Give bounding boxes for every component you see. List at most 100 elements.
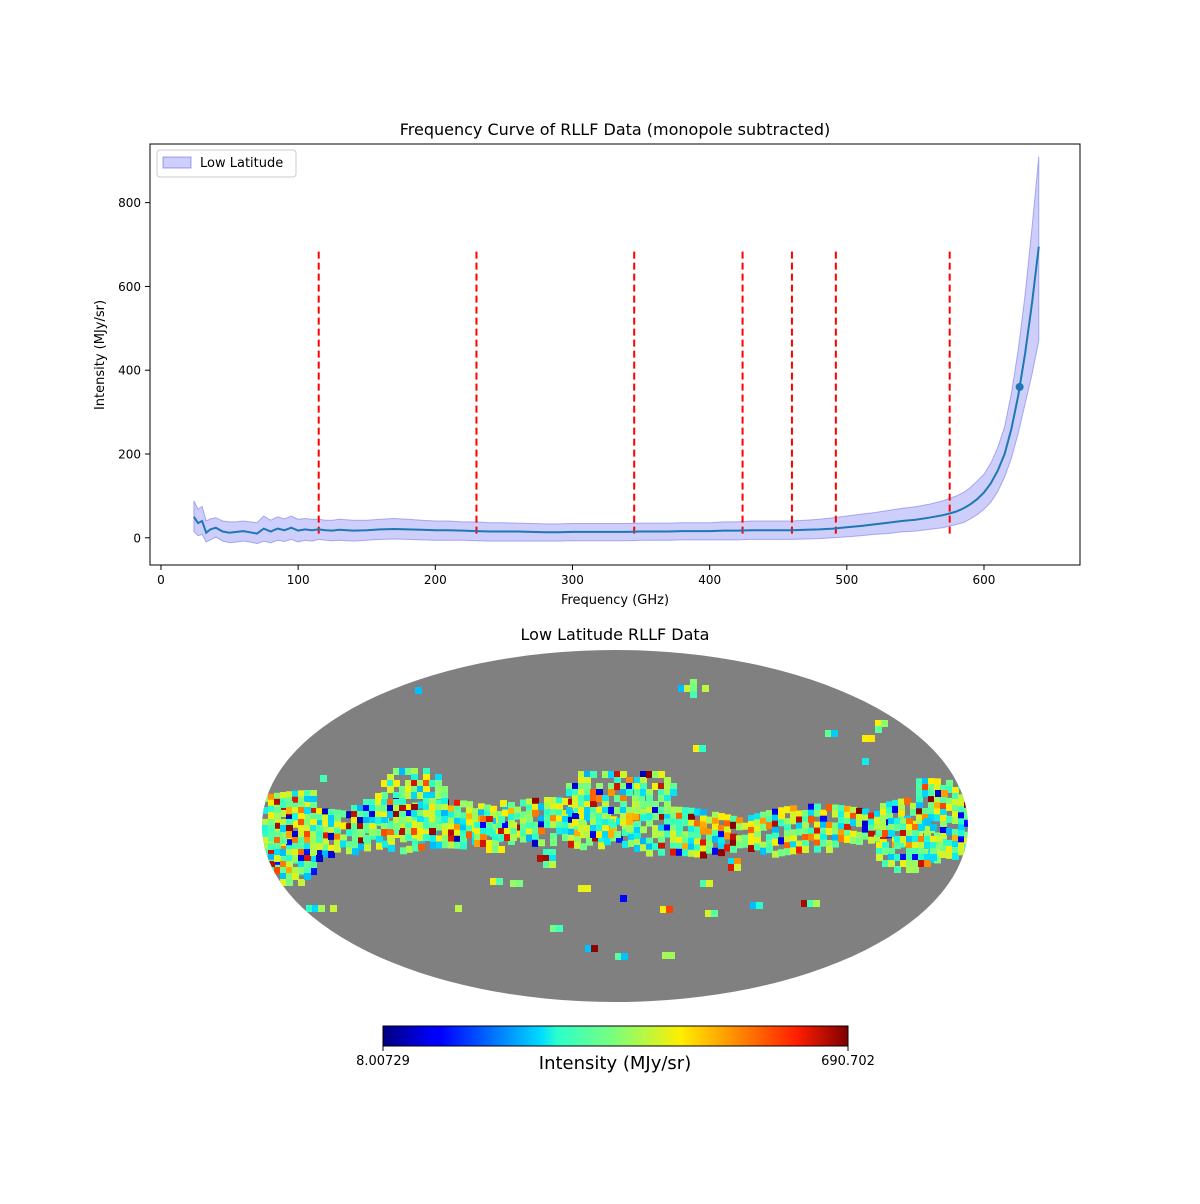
chart-title: Frequency Curve of RLLF Data (monopole s…: [400, 120, 831, 139]
map-pixel: [417, 822, 424, 829]
map-pixel: [484, 810, 491, 818]
map-pixel: [964, 813, 968, 821]
map-pixel: [658, 836, 665, 844]
map-pixel: [831, 730, 838, 737]
map-pixel: [328, 826, 335, 834]
map-pixel: [886, 813, 893, 821]
map-pixel: [820, 833, 827, 841]
map-pixel: [375, 805, 382, 812]
map-pixel: [706, 846, 713, 854]
map-pixel: [357, 817, 364, 824]
map-pixel: [598, 836, 605, 844]
map-pixel: [304, 819, 311, 826]
map-pixel: [862, 826, 869, 834]
map-pixel: [620, 801, 627, 808]
map-pixel: [286, 849, 293, 856]
map-pixel: [640, 808, 647, 816]
map-pixel: [940, 851, 947, 858]
map-pixel: [286, 801, 293, 808]
map-pixel: [620, 819, 627, 826]
map-pixel: [504, 828, 511, 835]
map-pixel: [474, 822, 481, 829]
map-pixel: [262, 794, 269, 802]
map-pixel: [724, 820, 731, 828]
map-pixel: [322, 820, 329, 828]
map-pixel: [620, 795, 627, 802]
map-pixel: [670, 818, 677, 826]
map-pixel: [705, 910, 712, 917]
map-pixel: [622, 840, 629, 848]
map-pixel: [346, 823, 353, 831]
map-pixel: [916, 796, 923, 804]
map-pixel: [652, 771, 659, 778]
map-pixel: [928, 802, 935, 810]
map-pixel: [556, 827, 563, 835]
map-pixel: [334, 809, 341, 817]
map-pixel: [935, 790, 942, 797]
map-pixel: [772, 832, 779, 840]
map-pixel: [664, 801, 671, 808]
map-pixel: [772, 814, 779, 822]
map-pixel: [916, 820, 923, 828]
legend-box: [156, 149, 297, 178]
map-pixel: [393, 828, 400, 835]
map-pixel: [900, 830, 907, 837]
map-pixel: [646, 807, 653, 814]
map-pixel: [658, 848, 665, 856]
map-pixel: [862, 735, 869, 742]
map-pixel: [844, 829, 851, 837]
map-pixel: [676, 848, 683, 856]
map-pixel: [670, 824, 677, 832]
map-pixel: [844, 811, 851, 819]
map-pixel: [292, 849, 299, 856]
map-pixel: [628, 833, 635, 841]
map-pixel: [566, 807, 573, 814]
map-pixel: [357, 811, 364, 818]
map-pixel: [928, 808, 935, 816]
map-pixel: [486, 846, 493, 853]
map-pixel: [596, 795, 603, 802]
map-pixel: [712, 835, 719, 843]
map-pixel: [930, 842, 937, 849]
map-pixel: [894, 818, 901, 825]
map-pixel: [916, 790, 923, 798]
map-pixel: [304, 855, 311, 862]
map-pixel: [429, 792, 436, 799]
map-pixel: [304, 849, 311, 856]
map-pixel: [922, 778, 929, 785]
map-pixel: [952, 847, 959, 854]
map-pixel: [690, 685, 697, 692]
map-pixel: [280, 873, 287, 880]
map-pixel: [640, 783, 647, 790]
map-pixel: [814, 803, 821, 811]
map-pixel: [376, 836, 383, 844]
map-pixel: [268, 853, 275, 861]
map-pixel: [880, 809, 887, 816]
map-pixel: [930, 854, 937, 861]
map-pixel: [399, 817, 406, 824]
map-pixel: [580, 843, 587, 851]
map-pixel: [304, 825, 311, 832]
map-pixel: [516, 880, 523, 887]
map-pixel: [880, 803, 887, 810]
map-pixel: [748, 845, 755, 852]
sky-map: Low Latitude RLLF Data: [262, 625, 968, 1002]
map-pixel: [596, 813, 603, 820]
line-chart: Frequency Curve of RLLF Data (monopole s…: [93, 120, 1081, 608]
map-pixel: [286, 879, 293, 886]
map-pixel: [838, 811, 845, 819]
map-pixel: [658, 807, 665, 814]
map-pixel: [940, 809, 947, 816]
map-pixel: [958, 830, 965, 838]
map-pixel: [700, 821, 707, 829]
map-pixel: [702, 685, 709, 692]
map-pixel: [387, 835, 394, 842]
map-pixel: [742, 834, 749, 842]
map-pixel: [616, 817, 623, 825]
map-pixel: [268, 861, 275, 868]
map-pixel: [736, 823, 743, 831]
map-pixel: [918, 842, 925, 849]
map-pixel: [543, 849, 550, 856]
map-pixel: [310, 808, 317, 815]
map-pixel: [730, 845, 737, 853]
